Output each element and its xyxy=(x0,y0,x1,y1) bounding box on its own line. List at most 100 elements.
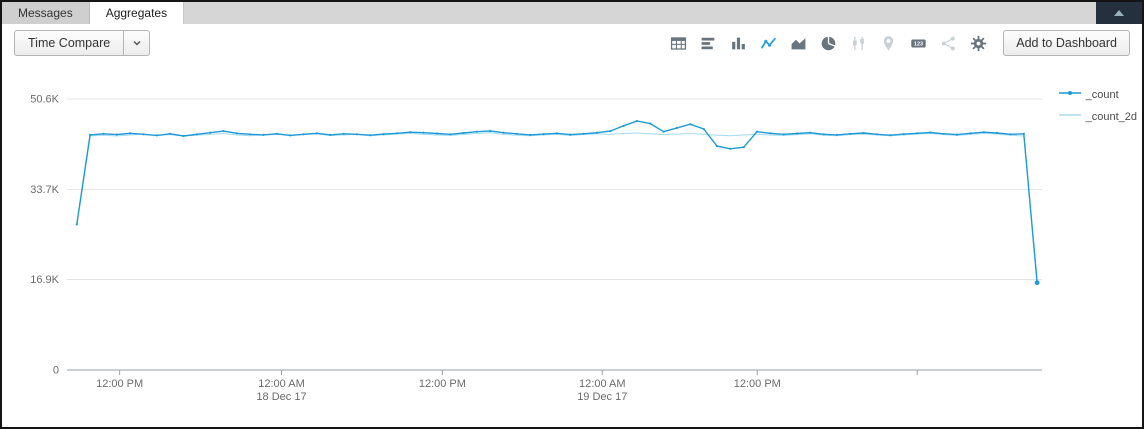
chart-type-toolbar: 123 xyxy=(670,35,987,52)
data-point-marker xyxy=(142,133,145,136)
x-axis-date-label: 19 Dec 17 xyxy=(577,391,627,403)
data-point-marker xyxy=(315,132,318,135)
legend-swatch xyxy=(1058,110,1081,123)
y-axis-label: 33.7K xyxy=(30,184,59,196)
collapse-up-icon xyxy=(1114,10,1124,16)
data-point-marker xyxy=(729,147,732,150)
data-point-marker xyxy=(876,133,879,136)
data-point-marker xyxy=(195,133,198,136)
data-point-marker xyxy=(542,133,545,136)
data-point-marker xyxy=(342,132,345,135)
data-point-marker xyxy=(809,131,812,134)
data-point-marker xyxy=(209,131,212,134)
legend-item[interactable]: _count xyxy=(1058,88,1137,101)
add-to-dashboard-button[interactable]: Add to Dashboard xyxy=(1003,30,1130,56)
data-point-marker xyxy=(835,133,839,136)
y-axis-label: 50.6K xyxy=(30,94,59,106)
data-point-marker xyxy=(675,126,679,129)
y-axis-label: 16.9K xyxy=(30,274,59,286)
data-point-marker xyxy=(649,122,652,125)
data-point-marker xyxy=(582,132,585,135)
data-point-marker xyxy=(982,131,985,134)
data-point-marker xyxy=(702,127,705,131)
chevron-down-icon[interactable] xyxy=(123,31,149,55)
data-point-marker xyxy=(929,131,932,134)
map-icon xyxy=(880,35,897,52)
data-point-marker xyxy=(89,133,92,136)
node-graph-icon xyxy=(940,35,957,52)
line-chart-icon[interactable] xyxy=(760,35,777,52)
table-icon[interactable] xyxy=(670,35,687,52)
data-point-marker xyxy=(795,132,799,135)
data-point-marker xyxy=(382,133,385,136)
bar-chart-icon[interactable] xyxy=(700,35,717,52)
data-point-marker xyxy=(662,130,665,133)
x-axis-label: 12:00 PM xyxy=(419,378,466,390)
data-point-marker xyxy=(302,133,305,136)
x-axis-label: 12:00 AM xyxy=(579,378,625,390)
data-point-marker xyxy=(409,131,412,134)
toolbar: Time Compare 123 Add to Dashboard xyxy=(2,24,1142,62)
data-point-marker xyxy=(329,133,332,136)
data-point-marker xyxy=(902,133,905,136)
data-point-marker xyxy=(275,132,278,135)
column-chart-icon[interactable] xyxy=(730,35,747,52)
data-point-marker xyxy=(755,130,759,133)
data-point-marker xyxy=(1009,133,1012,136)
area-chart-icon[interactable] xyxy=(790,35,807,52)
data-point-marker xyxy=(169,132,172,135)
single-value-icon[interactable]: 123 xyxy=(910,35,927,52)
data-point-marker xyxy=(395,132,398,135)
data-point-marker xyxy=(182,134,185,138)
data-point-marker xyxy=(769,132,772,135)
collapse-panel-button[interactable] xyxy=(1096,2,1142,24)
svg-text:123: 123 xyxy=(914,41,923,47)
data-point-marker xyxy=(462,131,465,135)
chart-area: 50.6K 33.7K 16.9K 0 12:00 PM 12:00 AM 18 Dec 1… xyxy=(2,62,1142,427)
data-point-marker xyxy=(849,132,852,135)
pie-chart-icon[interactable] xyxy=(820,35,837,52)
data-point-marker xyxy=(822,133,825,136)
x-axis-date-label: 18 Dec 17 xyxy=(256,391,306,403)
data-point-marker xyxy=(969,132,972,135)
data-point-marker xyxy=(529,133,532,136)
data-point-marker xyxy=(889,134,892,137)
data-point-marker xyxy=(249,133,252,136)
data-point-marker xyxy=(916,132,919,135)
data-point-marker xyxy=(942,132,945,135)
data-point-marker xyxy=(489,129,492,132)
data-point-marker xyxy=(75,223,78,226)
tab-aggregates[interactable]: Aggregates xyxy=(89,2,185,24)
legend-item[interactable]: _count_2d xyxy=(1058,110,1137,123)
data-point-marker xyxy=(155,134,158,137)
legend-label: _count_2d xyxy=(1085,110,1137,123)
x-axis-label: 12:00 PM xyxy=(734,378,781,390)
legend-swatch xyxy=(1058,88,1081,101)
series-_count-line xyxy=(76,120,1038,283)
time-compare-button[interactable]: Time Compare xyxy=(14,30,151,56)
data-point-marker xyxy=(422,131,425,134)
settings-gear-icon[interactable] xyxy=(970,35,987,52)
data-point-marker xyxy=(355,133,358,136)
data-point-marker xyxy=(475,130,478,133)
x-axis-label: 12:00 AM xyxy=(258,378,304,390)
data-point-marker xyxy=(555,132,559,135)
data-point-marker xyxy=(235,132,238,135)
data-point-marker xyxy=(369,134,372,137)
data-point-marker xyxy=(1022,132,1025,135)
data-point-marker xyxy=(742,146,745,149)
data-point-marker xyxy=(956,133,959,136)
data-point-marker xyxy=(102,132,105,135)
series-_count_2d-line xyxy=(76,132,1038,280)
data-point-marker xyxy=(129,132,132,135)
data-point-marker xyxy=(622,124,625,127)
data-point-marker xyxy=(502,131,505,134)
tab-messages[interactable]: Messages xyxy=(2,2,90,24)
time-compare-label: Time Compare xyxy=(28,36,111,50)
chart-legend: _count _count_2d xyxy=(1058,88,1137,123)
data-point-marker xyxy=(449,133,452,136)
data-point-marker xyxy=(635,119,639,123)
data-point-marker xyxy=(262,133,265,136)
